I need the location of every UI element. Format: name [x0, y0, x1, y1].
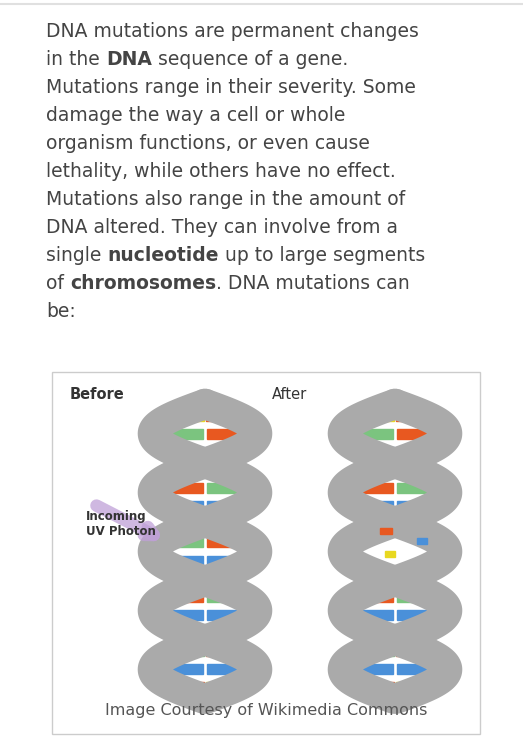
Bar — [207, 429, 255, 439]
Text: DNA altered. They can involve from a: DNA altered. They can involve from a — [46, 218, 398, 237]
Bar — [396, 447, 422, 457]
Bar — [168, 592, 203, 602]
Text: be:: be: — [46, 302, 76, 321]
Bar — [368, 646, 394, 656]
Bar — [396, 628, 412, 638]
FancyBboxPatch shape — [52, 372, 480, 734]
Bar — [207, 556, 249, 566]
Bar — [345, 429, 393, 439]
Text: organism functions, or even cause: organism functions, or even cause — [46, 134, 370, 153]
Bar — [396, 411, 424, 421]
Bar — [188, 465, 204, 475]
Text: Mutations range in their severity. Some: Mutations range in their severity. Some — [46, 78, 416, 97]
Text: Incoming
UV Photon: Incoming UV Photon — [86, 511, 156, 538]
Bar — [155, 429, 203, 439]
Bar — [346, 484, 393, 493]
Bar — [156, 484, 203, 493]
Bar — [207, 592, 242, 602]
Bar — [205, 574, 210, 584]
Bar — [396, 465, 412, 475]
Bar — [367, 682, 394, 692]
Text: in the: in the — [46, 50, 106, 69]
Text: Before: Before — [70, 387, 125, 402]
Bar — [156, 610, 203, 620]
Text: nucleotide: nucleotide — [107, 246, 219, 265]
Bar — [207, 502, 242, 511]
Text: . DNA mutations can: . DNA mutations can — [216, 274, 410, 293]
Bar — [397, 610, 444, 620]
Bar — [345, 664, 393, 674]
FancyArrowPatch shape — [96, 505, 154, 535]
Bar — [206, 682, 234, 692]
Bar — [176, 411, 204, 421]
Bar — [161, 556, 203, 566]
Text: Mutations also range in the amount of: Mutations also range in the amount of — [46, 190, 405, 209]
Bar — [188, 628, 204, 638]
Text: single: single — [46, 246, 107, 265]
Bar — [397, 484, 444, 493]
Bar — [206, 465, 222, 475]
Bar — [206, 411, 234, 421]
Text: sequence of a gene.: sequence of a gene. — [152, 50, 348, 69]
Text: up to large segments: up to large segments — [219, 246, 425, 265]
Text: lethality, while others have no effect.: lethality, while others have no effect. — [46, 162, 396, 181]
Bar — [205, 520, 210, 529]
Bar — [397, 429, 445, 439]
Bar — [200, 574, 204, 584]
Bar — [368, 447, 394, 457]
Bar — [206, 646, 232, 656]
Bar — [367, 411, 394, 421]
Bar — [161, 538, 203, 547]
Text: Image Courtesy of Wikimedia Commons: Image Courtesy of Wikimedia Commons — [105, 703, 427, 718]
Bar — [396, 592, 431, 602]
Text: damage the way a cell or whole: damage the way a cell or whole — [46, 106, 345, 125]
Bar — [358, 502, 393, 511]
Bar — [378, 465, 394, 475]
Bar — [178, 646, 204, 656]
Bar — [207, 484, 254, 493]
Bar — [155, 664, 203, 674]
Bar — [396, 502, 431, 511]
Bar — [206, 447, 232, 457]
Bar — [207, 538, 249, 547]
Bar — [206, 628, 222, 638]
Bar — [200, 520, 204, 529]
Bar — [396, 682, 424, 692]
Bar — [207, 664, 255, 674]
Text: After: After — [272, 387, 307, 402]
Bar — [178, 447, 204, 457]
Bar — [358, 592, 393, 602]
Text: of: of — [46, 274, 70, 293]
Bar — [380, 527, 392, 533]
Bar — [176, 682, 204, 692]
Bar — [207, 610, 254, 620]
Bar — [346, 610, 393, 620]
Text: DNA: DNA — [106, 50, 152, 69]
Bar — [417, 538, 427, 544]
Bar — [168, 502, 203, 511]
Text: DNA mutations are permanent changes: DNA mutations are permanent changes — [46, 22, 419, 41]
Bar — [396, 646, 422, 656]
Bar — [385, 550, 395, 556]
Bar — [378, 628, 394, 638]
Text: chromosomes: chromosomes — [70, 274, 216, 293]
Bar — [397, 664, 445, 674]
